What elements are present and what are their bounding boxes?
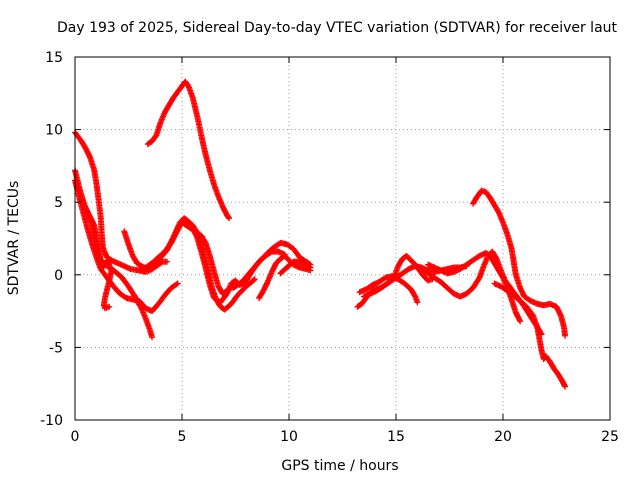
data-point — [250, 277, 257, 284]
data-point — [411, 292, 418, 299]
data-point — [226, 215, 233, 222]
x-tick-label: 20 — [494, 429, 512, 445]
x-axis-label: GPS time / hours — [281, 458, 398, 474]
data-point — [225, 214, 232, 221]
plot-frame — [74, 56, 611, 421]
y-tick-label: -5 — [49, 340, 63, 356]
series-sat-n — [356, 273, 421, 306]
series-sat-r — [491, 280, 569, 390]
y-tick-label: 10 — [45, 123, 63, 139]
data-point — [149, 334, 156, 341]
data-point — [201, 238, 208, 245]
series-sat-q — [470, 187, 569, 339]
data-point — [307, 264, 314, 271]
data-point — [414, 299, 421, 306]
series-sat-o — [418, 248, 545, 338]
y-tick-label: 5 — [54, 195, 63, 211]
data-point — [517, 318, 524, 325]
y-tick-label: 0 — [54, 268, 63, 284]
data-point — [562, 332, 569, 339]
axis-ticks: 0 5 10 15 20 25 -10 -5 0 5 10 15 — [40, 50, 619, 445]
series-sat-b — [72, 167, 156, 341]
data-point — [174, 280, 181, 287]
data-point — [106, 303, 113, 310]
x-tick-label: 0 — [71, 429, 80, 445]
series-sat-k — [277, 258, 314, 277]
chart-title: Day 193 of 2025, Sidereal Day-to-day VTE… — [57, 20, 618, 36]
data-point — [251, 276, 258, 283]
data-point — [164, 258, 171, 265]
x-tick-label: 10 — [280, 429, 298, 445]
y-axis-label: SDTVAR / TECUs — [6, 181, 22, 296]
y-tick-label: -10 — [40, 413, 63, 429]
data-point — [158, 259, 165, 266]
data-point — [562, 383, 569, 390]
x-tick-label: 15 — [387, 429, 405, 445]
data-point — [306, 263, 313, 270]
series-sat-h — [144, 78, 233, 222]
x-tick-label: 5 — [178, 429, 187, 445]
data-point — [173, 281, 180, 288]
grid-lines — [75, 57, 610, 420]
data-point — [499, 273, 506, 280]
y-tick-label: 15 — [45, 50, 63, 66]
data-point — [475, 275, 482, 282]
series-sat-d — [78, 194, 115, 312]
data-point — [495, 208, 502, 215]
x-tick-label: 25 — [601, 429, 619, 445]
data-marks — [72, 78, 569, 390]
